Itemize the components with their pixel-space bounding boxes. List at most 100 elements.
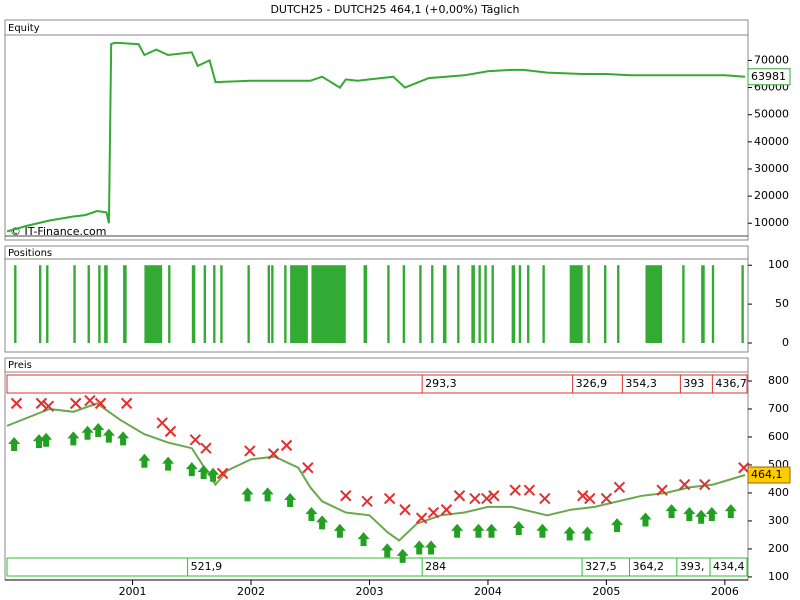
panel-title: Equity	[8, 23, 40, 34]
buy-arrow	[512, 520, 525, 535]
buy-arrow	[241, 487, 254, 502]
x-tick-label: 2001	[119, 585, 147, 598]
sell-cross	[361, 495, 373, 508]
value-badge	[747, 466, 791, 484]
buy-arrow	[333, 523, 346, 538]
position-bar	[271, 265, 274, 343]
position-bar	[645, 265, 663, 343]
sell-cross	[84, 394, 96, 407]
sell-cross	[35, 397, 48, 410]
position-bar	[682, 265, 685, 343]
position-bar	[168, 265, 171, 343]
sell-cross	[267, 448, 280, 460]
copyright: © IT-Finance.com	[10, 225, 107, 238]
sell-cross	[280, 439, 293, 452]
strip-label: 284	[425, 560, 446, 573]
sell-cross	[399, 504, 411, 516]
strip-label: 521,9	[191, 560, 223, 573]
position-bar	[213, 265, 216, 343]
y-tick-label: 400	[768, 486, 789, 499]
buy-arrow	[185, 462, 198, 477]
position-bar	[442, 265, 447, 343]
y-tick-label: 30000	[754, 162, 789, 175]
buy-arrow	[485, 523, 498, 538]
position-bar	[478, 265, 481, 343]
sell-cross	[427, 506, 440, 519]
series-line	[6, 402, 746, 542]
sell-cross	[699, 478, 711, 491]
buy-arrow	[316, 515, 329, 530]
sell-cross	[216, 467, 229, 480]
position-bar	[247, 265, 250, 343]
y-tick-label: 20000	[754, 189, 789, 202]
position-bar	[311, 265, 346, 343]
position-bar	[741, 265, 744, 343]
sell-cross	[523, 484, 536, 496]
panel-title: Positions	[8, 248, 52, 259]
position-bar	[220, 265, 223, 343]
strip-label: 327,5	[585, 560, 617, 573]
sell-strip	[6, 374, 748, 394]
panel-title: Preis	[8, 360, 32, 371]
position-bar	[569, 265, 583, 343]
y-tick-label: 100	[768, 570, 789, 583]
position-bar	[387, 265, 390, 343]
strip-label: 436,7	[715, 377, 747, 390]
strip-label: 393	[683, 377, 704, 390]
buy-arrow	[451, 523, 464, 538]
buy-arrow	[261, 487, 274, 502]
buy-arrow	[611, 518, 624, 533]
position-bar	[431, 265, 434, 343]
positions-frame	[4, 245, 749, 353]
buy-arrow	[683, 506, 696, 521]
buy-arrow	[695, 509, 708, 524]
sell-cross	[94, 397, 107, 410]
sell-cross	[69, 397, 82, 410]
strip-label: 393,	[680, 560, 705, 573]
buy-arrow	[381, 543, 394, 558]
sell-cross	[340, 490, 352, 502]
buy-arrow	[413, 540, 426, 555]
strip-label: 293,3	[425, 377, 457, 390]
position-bar	[203, 265, 207, 343]
position-bar	[363, 265, 368, 343]
position-bar	[290, 265, 308, 343]
y-tick-label: 300	[768, 514, 789, 527]
position-bar	[144, 265, 163, 343]
x-tick-label: 2004	[474, 585, 502, 598]
buy-arrow	[472, 523, 485, 538]
buy-arrow	[357, 532, 370, 547]
y-tick-label: 0	[782, 336, 789, 349]
strip-label: 364,2	[632, 560, 664, 573]
y-tick-label: 700	[768, 402, 789, 415]
position-bar	[14, 265, 17, 343]
position-bar	[191, 265, 196, 343]
sell-cross	[244, 445, 256, 457]
position-bar	[73, 265, 76, 343]
y-tick-label: 800	[768, 374, 789, 387]
sell-cross	[678, 478, 691, 491]
strip-label: 354,3	[625, 377, 657, 390]
buy-strip	[6, 557, 748, 577]
position-bar	[542, 265, 545, 343]
y-tick-label: 10000	[754, 216, 789, 229]
x-tick-label: 2005	[592, 585, 620, 598]
position-bar	[267, 265, 270, 343]
position-bar	[711, 265, 715, 343]
page-title: DUTCH25 - DUTCH25 464,1 (+0,00%) Täglich	[270, 3, 519, 16]
buy-arrow	[724, 504, 737, 519]
position-bar	[419, 265, 422, 343]
sell-cross	[600, 492, 613, 505]
sell-cross	[120, 397, 133, 410]
position-bar	[87, 265, 90, 343]
buy-arrow	[639, 512, 652, 527]
x-tick-label: 2006	[711, 585, 739, 598]
buy-arrow	[284, 492, 297, 507]
series-line	[6, 41, 746, 233]
position-bar	[284, 265, 287, 343]
buy-arrow	[396, 548, 409, 563]
buy-arrow	[305, 506, 318, 521]
buy-arrow	[207, 467, 220, 482]
